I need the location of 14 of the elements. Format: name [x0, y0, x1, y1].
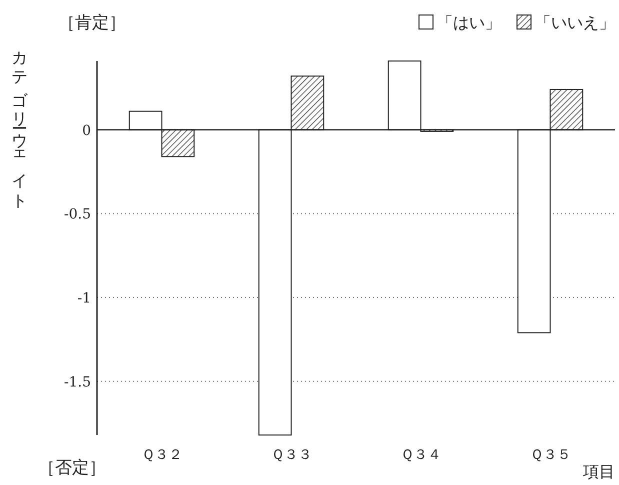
y-tick-label: -1	[77, 290, 91, 306]
y-axis-title: カテゴリーウェイト	[10, 40, 30, 208]
y-tick-label: -0.5	[64, 206, 91, 223]
y-tick-label: -1.5	[64, 374, 91, 390]
y-tick-label: 0	[82, 122, 91, 139]
x-axis-title: 項目	[582, 462, 615, 481]
legend-label: 「いいえ」	[535, 13, 615, 32]
text: ［肯定］	[58, 13, 126, 33]
legend-label: 「はい」	[437, 13, 501, 32]
text: ［否定］	[38, 458, 106, 478]
x-tick-label: Ｑ３２	[141, 447, 182, 463]
x-tick-label: Ｑ３４	[400, 447, 442, 463]
x-tick-label: Ｑ３５	[530, 447, 571, 463]
x-tick-label: Ｑ３３	[270, 447, 312, 463]
